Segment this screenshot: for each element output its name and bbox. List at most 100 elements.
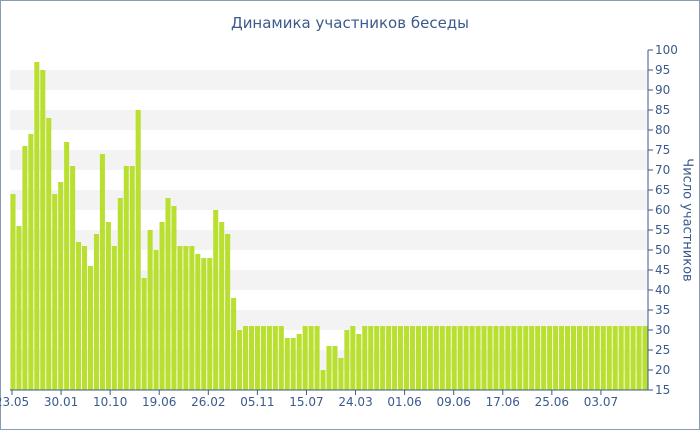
- bar: [225, 234, 231, 390]
- bar: [541, 326, 547, 390]
- bar: [46, 118, 52, 390]
- grid-band: [10, 190, 648, 210]
- bar: [600, 326, 606, 390]
- bar: [237, 330, 243, 390]
- bar: [141, 278, 147, 390]
- bar: [445, 326, 451, 390]
- bar: [129, 166, 135, 390]
- bar: [386, 326, 392, 390]
- x-tick-label: 01.06: [387, 395, 421, 409]
- bar: [582, 326, 588, 390]
- x-tick-label: 09.06: [437, 395, 471, 409]
- bar: [350, 326, 356, 390]
- bar: [392, 326, 398, 390]
- y-axis-label: Число участников: [679, 158, 695, 282]
- bar: [272, 326, 278, 390]
- bar: [302, 326, 308, 390]
- y-tick-label: 95: [655, 63, 670, 77]
- bar: [433, 326, 439, 390]
- bar: [10, 194, 16, 390]
- bar: [469, 326, 475, 390]
- bar: [254, 326, 260, 390]
- x-tick-label: 10.10: [93, 395, 127, 409]
- bar: [248, 326, 255, 390]
- bar: [296, 334, 302, 390]
- grid-band: [10, 110, 648, 130]
- bar: [135, 110, 141, 390]
- y-tick-label: 45: [655, 263, 670, 277]
- bar: [439, 326, 445, 390]
- y-tick-label: 70: [655, 163, 670, 177]
- y-tick-label: 85: [655, 103, 670, 117]
- x-tick-label: 17.06: [486, 395, 520, 409]
- y-tick-label: 80: [655, 123, 670, 137]
- y-tick-label: 100: [655, 43, 678, 57]
- bar: [82, 246, 88, 390]
- grid-band: [10, 70, 648, 90]
- y-tick-label: 30: [655, 323, 670, 337]
- bar: [64, 142, 70, 390]
- bar: [547, 326, 553, 390]
- grid-band: [10, 310, 648, 330]
- bar: [398, 326, 404, 390]
- bar: [559, 326, 565, 390]
- x-tick-label: 03.07: [584, 395, 618, 409]
- bar: [326, 346, 332, 390]
- bar: [105, 222, 111, 390]
- bar: [165, 198, 171, 390]
- bar: [570, 326, 576, 390]
- bar: [362, 326, 368, 390]
- bar: [374, 326, 380, 390]
- bar: [123, 166, 129, 390]
- bar: [314, 326, 320, 390]
- bar: [242, 326, 249, 390]
- bar: [332, 346, 338, 390]
- grid-band: [10, 270, 648, 290]
- bar: [183, 246, 189, 390]
- bar: [111, 246, 117, 390]
- y-tick-label: 50: [655, 243, 670, 257]
- bar: [99, 154, 105, 390]
- bar: [171, 206, 177, 390]
- bar: [630, 326, 636, 390]
- x-tick-label: 26.02: [191, 395, 225, 409]
- bar: [553, 326, 559, 390]
- bar: [76, 242, 82, 390]
- bar: [403, 326, 410, 390]
- bar: [16, 226, 22, 390]
- bar: [320, 370, 326, 390]
- bar: [511, 326, 517, 390]
- bar: [153, 250, 159, 390]
- bar: [278, 326, 284, 390]
- x-tick-label: 19.06: [142, 395, 176, 409]
- bar: [87, 266, 94, 390]
- bar: [93, 234, 99, 390]
- bar: [308, 326, 314, 390]
- bar: [290, 338, 296, 390]
- y-tick-label: 35: [655, 303, 670, 317]
- y-tick-label: 65: [655, 183, 670, 197]
- bar: [52, 194, 58, 390]
- bar: [415, 326, 421, 390]
- bar: [380, 326, 386, 390]
- bar: [606, 326, 612, 390]
- bar: [356, 334, 362, 390]
- bar: [475, 326, 481, 390]
- bar: [368, 326, 374, 390]
- x-tick-label: 24.03: [338, 395, 372, 409]
- bar: [34, 62, 40, 390]
- bar: [463, 326, 469, 390]
- bar: [147, 230, 153, 390]
- bar: [535, 326, 541, 390]
- y-tick-label: 20: [655, 363, 670, 377]
- bar: [624, 326, 630, 390]
- bar: [612, 326, 618, 390]
- y-tick-label: 15: [655, 383, 670, 397]
- bar: [231, 298, 237, 390]
- bar: [284, 338, 290, 390]
- y-tick-label: 55: [655, 223, 670, 237]
- bar: [219, 222, 225, 390]
- y-tick-label: 40: [655, 283, 670, 297]
- bar: [58, 182, 64, 390]
- x-tick-label: 30.01: [44, 395, 78, 409]
